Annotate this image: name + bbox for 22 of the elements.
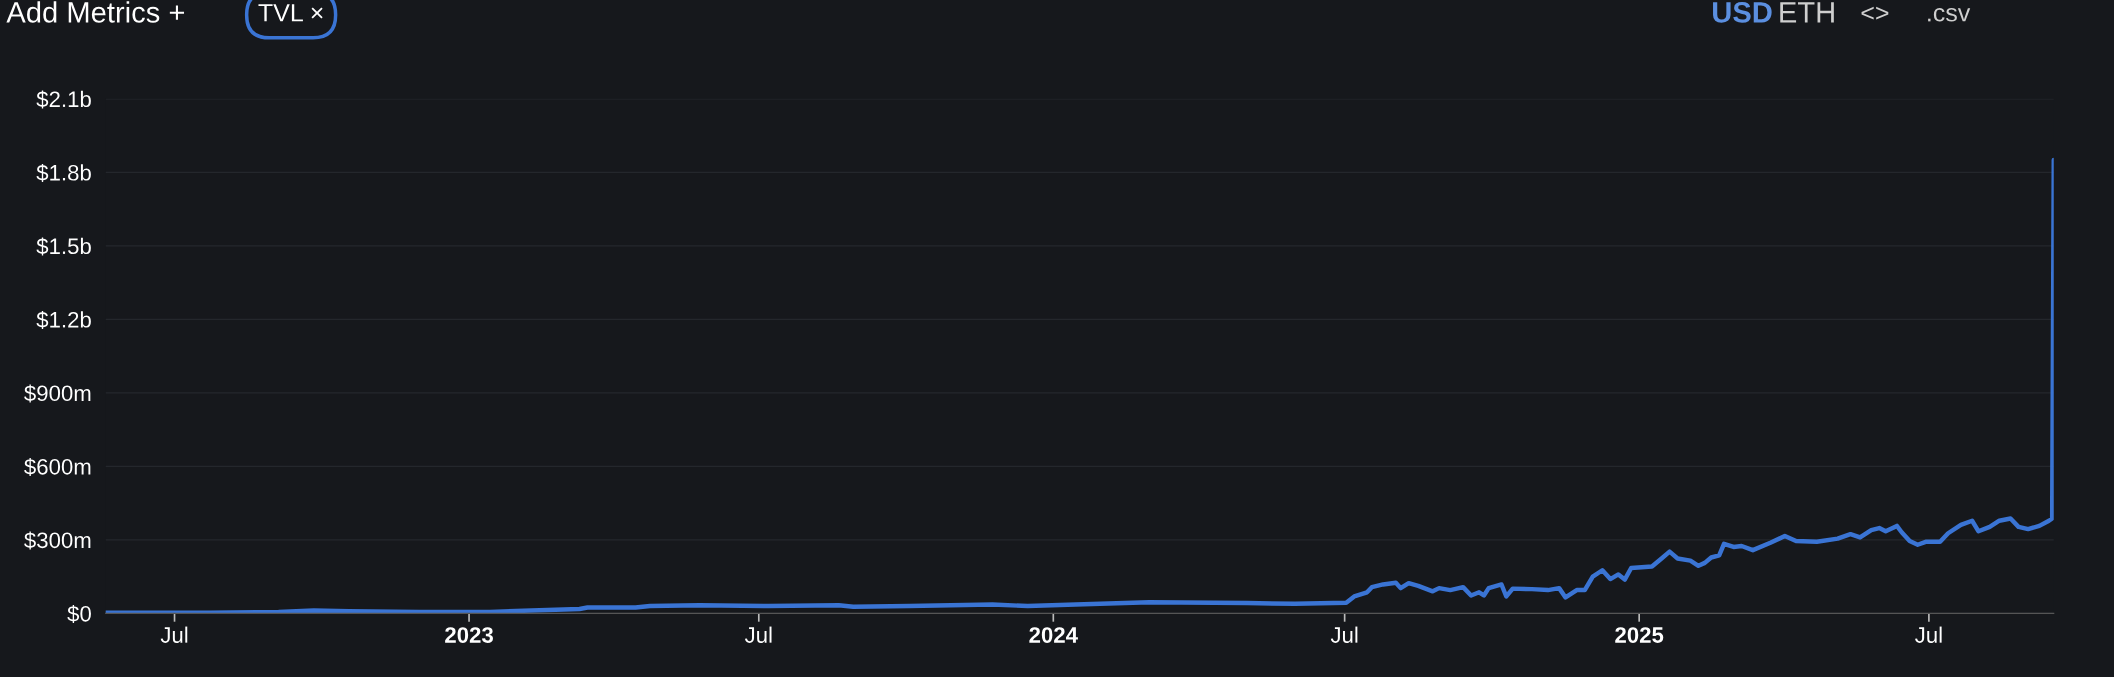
x-tick-label: Jul (744, 626, 772, 643)
line-series (105, 157, 2054, 614)
y-tick-label: $1.8b (36, 163, 91, 182)
text: ETH (1780, 2, 1834, 23)
text: USD (1713, 2, 1772, 23)
text: <> (1861, 6, 1889, 20)
y-tick-label: $0 (67, 604, 91, 623)
x-tick-label: Jul (1330, 626, 1358, 643)
text: Add Metrics + (6, 1, 185, 23)
y-tick-label: $1.5b (36, 237, 91, 256)
y-tick-label: $600m (24, 457, 91, 476)
x-tick-label: 2023 (445, 627, 493, 643)
x-tick-label: Jul (1915, 626, 1942, 643)
x-tick-label: 2024 (1029, 627, 1078, 643)
y-tick-label: $2.1b (36, 90, 91, 109)
y-tick-label: $900m (24, 384, 91, 403)
y-tick-label: $300m (24, 531, 91, 550)
x-tick-label: Jul (160, 626, 188, 643)
x-tick-label: 2025 (1615, 627, 1664, 643)
y-tick-label: $1.2b (36, 310, 91, 329)
text: .csv (1928, 7, 1971, 22)
text: TVL × (258, 4, 323, 22)
